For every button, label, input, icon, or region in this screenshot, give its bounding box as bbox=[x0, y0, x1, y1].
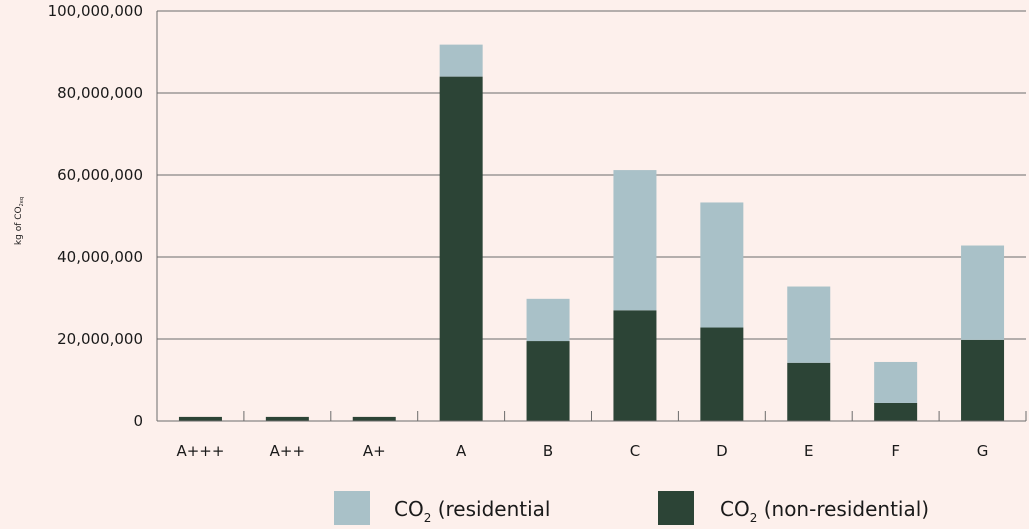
x-tick-label: B bbox=[543, 442, 553, 460]
y-axis-title: kg of CO2eq bbox=[14, 197, 25, 245]
x-tick-label: D bbox=[716, 442, 728, 460]
bar-residential-F bbox=[874, 361, 918, 403]
y-tick-label: 80,000,000 bbox=[57, 84, 143, 102]
bar-non-residential-C bbox=[613, 310, 657, 421]
bar-non-residential-A+++ bbox=[178, 416, 222, 421]
bar-non-residential-A+ bbox=[352, 416, 396, 421]
bar-residential-E bbox=[787, 286, 831, 363]
x-axis bbox=[156, 411, 1027, 422]
y-tick-labels: 0 20,000,000 40,000,000 60,000,000 80,000,00… bbox=[48, 2, 143, 430]
bar-residential-A bbox=[439, 44, 483, 77]
y-tick-label: 100,000,000 bbox=[48, 2, 143, 20]
bar-residential-D bbox=[700, 202, 744, 328]
y-tick-label: 40,000,000 bbox=[57, 248, 143, 266]
y-axis-title-main: kg of CO bbox=[14, 206, 24, 245]
bar-non-residential-G bbox=[961, 339, 1005, 421]
bar-non-residential-A++ bbox=[265, 416, 309, 421]
legend-label-non-residential: CO2 (non-residential) bbox=[720, 497, 929, 525]
bar-non-residential-E bbox=[787, 362, 831, 421]
x-tick-label: E bbox=[804, 442, 813, 460]
legend: CO2 (residential CO2 (non-residential) bbox=[334, 491, 929, 525]
x-tick-label: A+++ bbox=[176, 442, 224, 460]
legend-label-residential: CO2 (residential bbox=[394, 497, 550, 525]
x-tick-label: C bbox=[630, 442, 640, 460]
bar-non-residential-B bbox=[526, 341, 570, 421]
y-tick-label: 20,000,000 bbox=[57, 330, 143, 348]
bar-non-residential-F bbox=[874, 402, 918, 421]
y-axis-title-sub: 2eq bbox=[19, 197, 25, 206]
bar-residential-B bbox=[526, 298, 570, 342]
bar-residential-G bbox=[961, 245, 1005, 340]
bar-residential-C bbox=[613, 170, 657, 311]
bars bbox=[178, 44, 1005, 421]
grid-lines bbox=[156, 10, 1026, 421]
bar-non-residential-A bbox=[439, 76, 483, 421]
x-tick-label: A bbox=[456, 442, 467, 460]
bar-non-residential-D bbox=[700, 327, 744, 421]
y-tick-label: 0 bbox=[133, 412, 143, 430]
x-tick-label: A++ bbox=[270, 442, 305, 460]
x-tick-labels: A+++ A++ A+ A B C D E F G bbox=[176, 442, 988, 460]
x-tick-label: F bbox=[891, 442, 900, 460]
x-tick-label: A+ bbox=[363, 442, 386, 460]
y-tick-label: 60,000,000 bbox=[57, 166, 143, 184]
x-tick-label: G bbox=[977, 442, 989, 460]
legend-swatch-residential bbox=[334, 491, 370, 525]
legend-swatch-non-residential bbox=[658, 491, 694, 525]
